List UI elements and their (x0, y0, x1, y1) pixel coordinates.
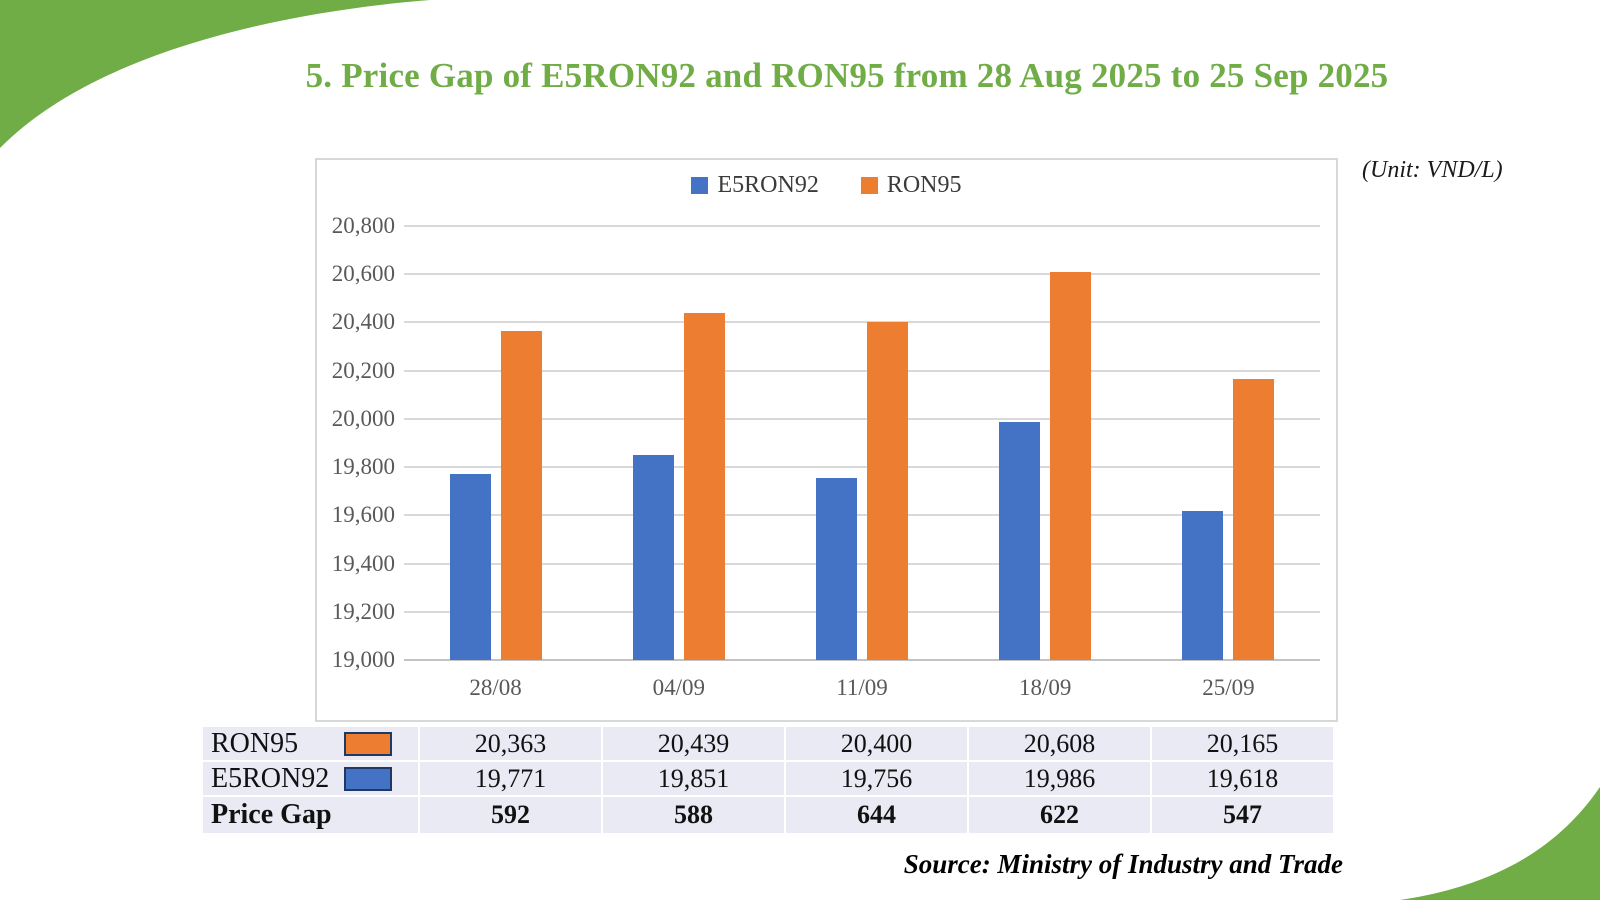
table-cell-e5ron92-18-09: 19,986 (969, 762, 1150, 795)
table-row-label-e5ron92: E5RON92 (203, 762, 418, 795)
table-cell-e5ron92-25-09: 19,618 (1152, 762, 1333, 795)
y-axis-label: 20,200 (331, 357, 395, 383)
price-table: RON95 20,363 20,439 20,400 20,608 20,165 E5RON… (203, 727, 1333, 833)
legend-label-ron95: RON95 (886, 172, 962, 198)
unit-label: (Unit: VND/L) (1362, 157, 1503, 183)
bar-ron95-11-09 (867, 322, 908, 660)
legend-swatch-e5ron92 (691, 177, 709, 194)
table-cell-price-gap-28-08: 592 (420, 797, 601, 833)
bar-ron95-25-09 (1233, 379, 1275, 660)
chart-legend: E5RON92 RON95 (317, 172, 1336, 199)
chart-panel: E5RON92 RON95 19,000 19,200 19,400 19,600 19,… (315, 158, 1338, 722)
y-axis-label: 19,600 (331, 502, 395, 528)
corner-swoosh-bottom-right (1400, 787, 1600, 900)
bar-ron95-18-09 (1050, 272, 1092, 660)
bar-e5ron92-28-08 (449, 474, 491, 660)
y-axis-label: 20,400 (331, 309, 395, 335)
bar-e5ron92-25-09 (1182, 510, 1224, 660)
x-axis-label: 28/08 (469, 675, 522, 700)
x-axis-label: 11/09 (836, 675, 888, 700)
plot-area: 19,000 19,200 19,400 19,600 19,800 20,000 20,2… (317, 160, 1336, 720)
y-axis-label: 20,800 (331, 213, 395, 238)
table-cell-ron95-25-09: 20,165 (1152, 727, 1333, 760)
table-row-label-price-gap: Price Gap (203, 797, 418, 833)
gridline (404, 466, 1320, 469)
gridline (404, 514, 1320, 517)
row-label-text: E5RON92 (211, 762, 330, 794)
legend-label-e5ron92: E5RON92 (717, 172, 819, 198)
bar-e5ron92-18-09 (999, 422, 1041, 660)
bar-e5ron92-04-09 (632, 454, 674, 660)
y-axis-label: 19,400 (331, 550, 395, 576)
table-cell-e5ron92-04-09: 19,851 (603, 762, 784, 795)
gridline (404, 417, 1320, 420)
table-swatch-e5ron92 (344, 766, 392, 791)
y-axis-label: 19,200 (331, 598, 395, 624)
table-cell-ron95-11-09: 20,400 (786, 727, 967, 760)
table-cell-price-gap-11-09: 644 (786, 797, 967, 833)
table-cell-ron95-18-09: 20,608 (969, 727, 1150, 760)
bar-e5ron92-11-09 (816, 477, 857, 660)
table-row-label-ron95: RON95 (203, 727, 418, 760)
y-axis-label: 19,800 (331, 454, 395, 480)
legend-item-ron95: RON95 (860, 172, 962, 199)
row-label-text: Price Gap (211, 799, 332, 830)
page-title: 5. Price Gap of E5RON92 and RON95 from 2… (305, 56, 1389, 95)
y-axis-label: 19,000 (331, 647, 395, 672)
gridline (404, 369, 1320, 372)
x-axis-label: 18/09 (1018, 675, 1072, 700)
table-cell-price-gap-25-09: 547 (1152, 797, 1333, 833)
gridline (404, 273, 1320, 276)
row-label-text: RON95 (211, 727, 299, 759)
table-cell-ron95-04-09: 20,439 (603, 727, 784, 760)
table-cell-price-gap-18-09: 622 (969, 797, 1150, 833)
gridline (404, 562, 1320, 565)
table-cell-e5ron92-28-08: 19,771 (420, 762, 601, 795)
legend-item-e5ron92: E5RON92 (691, 172, 819, 199)
table-cell-price-gap-04-09: 588 (603, 797, 784, 833)
y-axis-label: 20,000 (331, 405, 395, 431)
gridline (404, 225, 1320, 227)
table-cell-ron95-28-08: 20,363 (420, 727, 601, 760)
bar-ron95-04-09 (683, 313, 725, 660)
x-axis-line (404, 659, 1320, 661)
x-axis-label: 25/09 (1202, 675, 1255, 700)
legend-swatch-ron95 (860, 177, 878, 194)
bar-ron95-28-08 (500, 331, 542, 660)
gridline (404, 610, 1320, 613)
x-axis-label: 04/09 (652, 675, 705, 700)
table-cell-e5ron92-11-09: 19,756 (786, 762, 967, 795)
source-note: Source: Ministry of Industry and Trade (903, 849, 1343, 879)
y-axis-label: 20,600 (331, 261, 395, 287)
gridline (404, 321, 1320, 324)
table-swatch-ron95 (344, 731, 392, 756)
